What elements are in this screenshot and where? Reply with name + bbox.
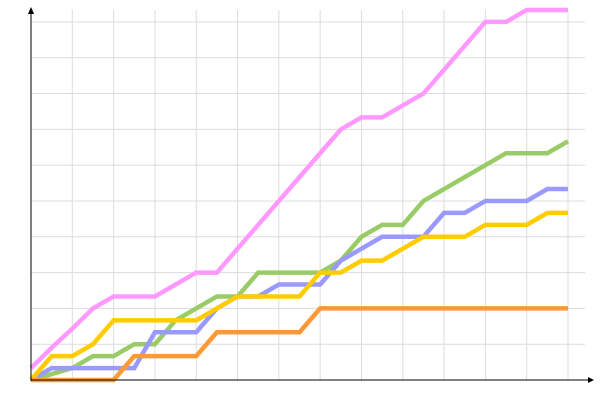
- series-line-5: [31, 306, 568, 383]
- series-line-1: [29, 7, 568, 370]
- series-line-3: [29, 186, 568, 382]
- axes: [28, 7, 594, 383]
- series-group: [29, 7, 570, 383]
- series-line-4: [29, 210, 568, 382]
- x-axis-arrow-icon: [588, 377, 594, 383]
- series-line-2: [30, 139, 570, 383]
- y-axis-arrow-icon: [28, 7, 34, 14]
